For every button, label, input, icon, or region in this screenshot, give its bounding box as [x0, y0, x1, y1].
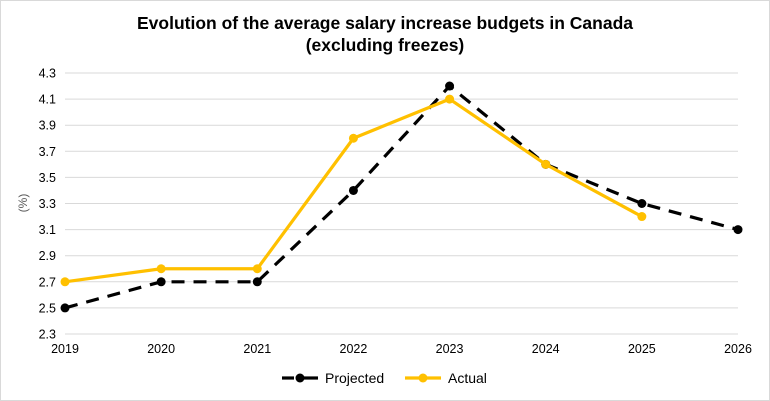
- x-tick-label: 2026: [724, 342, 752, 356]
- data-point: [252, 277, 262, 287]
- x-tick-label: 2021: [243, 342, 271, 356]
- data-point: [637, 212, 647, 222]
- gridlines: [65, 72, 738, 335]
- data-point: [733, 225, 743, 235]
- data-point: [445, 94, 455, 104]
- legend-marker: [418, 373, 428, 383]
- legend-label: Actual: [448, 370, 487, 386]
- legend-label: Projected: [325, 370, 384, 386]
- series-actual: [60, 94, 647, 287]
- y-axis-label: (%): [16, 194, 30, 213]
- y-tick-label: 2.9: [39, 249, 56, 263]
- data-point: [637, 199, 647, 208]
- data-point: [348, 133, 358, 143]
- y-tick-label: 3.9: [39, 119, 56, 133]
- y-tick-label: 4.1: [39, 93, 56, 107]
- y-tick-label: 2.3: [39, 328, 56, 342]
- y-axis-ticks: 2.3 2.5 2.7 2.9 3.1 3.3 3.5 3.7 3.9 4.1 4.3: [39, 67, 56, 342]
- x-tick-label: 2024: [532, 342, 560, 356]
- data-point: [445, 81, 455, 91]
- y-tick-label: 2.5: [39, 301, 56, 315]
- chart-title: Evolution of the average salary increase…: [0, 12, 770, 56]
- chart-title-line2: (excluding freezes): [305, 35, 465, 55]
- x-tick-label: 2022: [340, 342, 368, 356]
- y-tick-label: 3.1: [39, 223, 56, 237]
- data-point: [541, 159, 551, 169]
- x-axis-ticks: 2019 2020 2021 2022 2023 2024 2025 2026: [51, 342, 752, 356]
- series-line: [64, 84, 739, 310]
- y-tick-label: 3.5: [39, 171, 56, 185]
- data-point: [60, 303, 70, 313]
- legend-item-actual: Actual: [405, 370, 487, 386]
- chart-title-line1: Evolution of the average salary increase…: [137, 13, 633, 33]
- legend: Projected Actual: [282, 370, 487, 386]
- data-point: [60, 277, 70, 287]
- y-tick-label: 2.7: [39, 275, 56, 289]
- y-tick-label: 3.7: [39, 145, 56, 159]
- legend-marker: [295, 373, 305, 383]
- y-tick-label: 4.3: [39, 67, 56, 81]
- x-tick-label: 2025: [628, 342, 656, 356]
- legend-item-projected: Projected: [282, 370, 384, 386]
- data-point: [348, 185, 358, 195]
- y-tick-label: 3.3: [39, 197, 56, 211]
- data-point: [156, 264, 166, 274]
- series-group: [60, 81, 743, 313]
- x-tick-label: 2020: [147, 342, 175, 356]
- data-point: [252, 264, 262, 274]
- data-point: [156, 277, 166, 287]
- series-projected: [60, 81, 743, 313]
- x-tick-label: 2023: [436, 342, 464, 356]
- x-tick-label: 2019: [51, 342, 79, 356]
